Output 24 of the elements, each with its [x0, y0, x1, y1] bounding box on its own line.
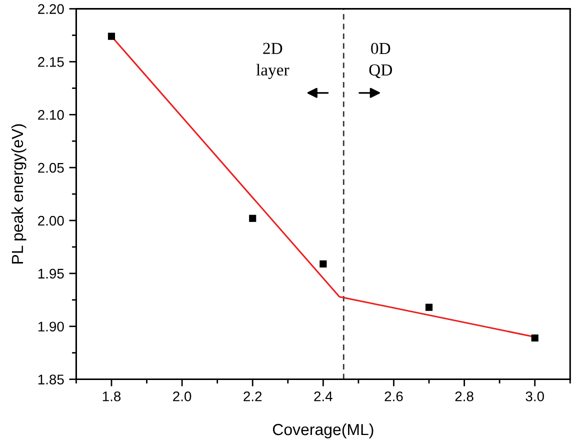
point [108, 32, 116, 40]
y-tick-label: 2.20 [38, 4, 64, 14]
x-tick-label: 2.2 [244, 391, 262, 402]
x-tick-label: 1.8 [102, 391, 121, 402]
y-tick-label: 2.05 [38, 162, 64, 173]
x-tick-label: 3.0 [526, 391, 544, 402]
annotation: 2D layer [256, 42, 290, 79]
y-tick-label: 1.85 [38, 374, 64, 384]
y-tick-label: 1.95 [38, 268, 64, 279]
x-axis-title: Coverage(ML) [272, 423, 374, 438]
y-axis-title: PL peak energy(eV) [11, 124, 26, 264]
x-tick-label: 2.8 [455, 391, 474, 402]
x-tick-label: 2.0 [173, 391, 192, 402]
y-tick-label: 2.10 [38, 110, 64, 120]
x-tick-label: 2.4 [314, 391, 332, 402]
y-tick-label: 2.00 [38, 216, 64, 226]
x-tick-label: 2.6 [384, 391, 403, 402]
annotation: 0D QD [369, 42, 392, 78]
point [320, 260, 327, 268]
point [425, 304, 433, 311]
y-tick-label: 2.15 [38, 57, 64, 67]
point [249, 214, 256, 222]
y-tick-label: 1.90 [38, 322, 64, 332]
point [531, 334, 538, 342]
